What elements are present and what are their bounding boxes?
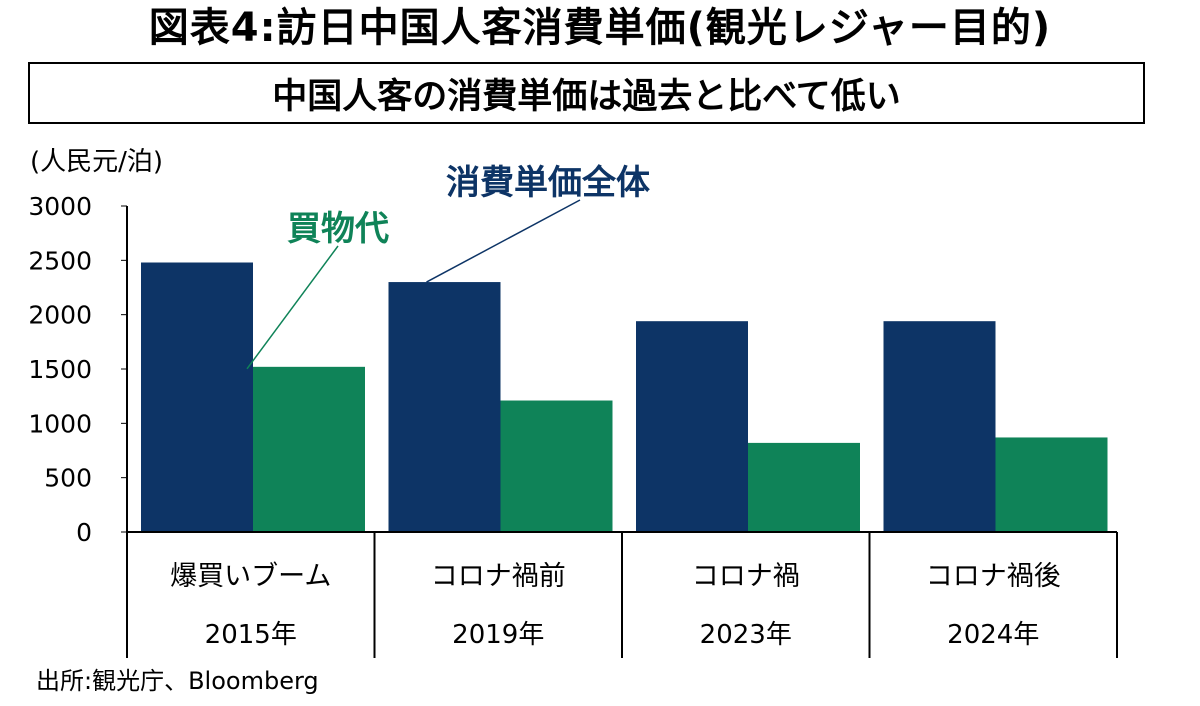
y-axis-ticks: 0 500 1000 1500 2000 2500 3000	[28, 192, 127, 547]
annotation-label: 消費単価全体	[446, 163, 650, 203]
bar-shopping	[500, 400, 613, 532]
bar-total	[883, 321, 996, 532]
bar-total	[141, 262, 253, 532]
chart-title: 図表4:訪日中国人客消費単価(観光レジャー目的)	[148, 5, 1052, 51]
bar-series	[141, 262, 1108, 532]
annotation-leader-line	[246, 245, 339, 370]
x-category-label: コロナ禍前	[431, 561, 566, 592]
bar-total	[636, 321, 748, 532]
y-tick-label: 1500	[28, 355, 92, 384]
y-tick-label: 2500	[28, 246, 92, 275]
chart-subtitle: 中国人客の消費単価は過去と比べて低い	[28, 62, 1145, 124]
bar-shopping	[995, 437, 1108, 532]
y-tick-label: 1000	[28, 409, 92, 438]
annotation-leader-line	[426, 199, 581, 283]
x-axis-categories: 爆買いブーム 2015年 コロナ禍前 2019年 コロナ禍 2023年 コロナ禍後 2024年	[170, 561, 1061, 650]
x-category-year: 2019年	[452, 620, 544, 650]
x-category-label: コロナ禍後	[926, 561, 1061, 592]
bar-shopping	[253, 366, 365, 532]
x-category-year: 2024年	[947, 620, 1039, 650]
source-note: 出所:観光庁、Bloomberg	[36, 667, 319, 695]
y-tick-label: 2000	[28, 301, 92, 330]
x-category-year: 2023年	[700, 620, 792, 650]
bar-total	[388, 282, 501, 532]
x-category-label: 爆買いブーム	[170, 561, 331, 592]
annotation-label: 買物代	[287, 209, 389, 249]
y-tick-label: 3000	[28, 192, 92, 221]
x-category-label: コロナ禍	[692, 561, 800, 592]
y-axis-label: (人民元/泊)	[30, 147, 163, 177]
x-category-year: 2015年	[205, 620, 297, 650]
y-tick-label: 0	[76, 518, 92, 547]
bar-shopping	[748, 442, 860, 532]
axes	[126, 206, 1118, 658]
y-tick-label: 500	[44, 464, 92, 493]
